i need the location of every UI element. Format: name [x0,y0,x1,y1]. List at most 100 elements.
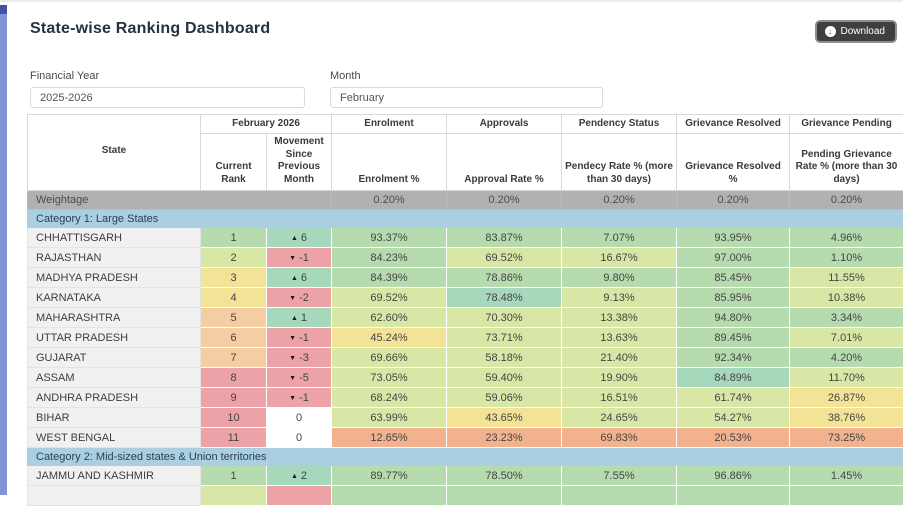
rank-cell: 6 [201,328,267,348]
up-arrow-icon: ▲ [291,315,298,322]
metric-cell: 9.80% [562,268,677,288]
movement-cell: ▼-1 [267,388,332,408]
metric-cell: 7.01% [790,328,903,348]
rank-cell: 9 [201,388,267,408]
down-arrow-icon: ▼ [289,295,296,302]
rank-cell: 8 [201,368,267,388]
download-button[interactable]: ↓ Download [815,20,897,43]
page-header: State-wise Ranking Dashboard ↓ Download [27,2,903,43]
metric-cell: 84.89% [677,368,790,388]
metric-cell: 78.50% [447,466,562,486]
state-name-cell: RAJASTHAN [28,248,201,268]
metric-cell: 4.96% [790,228,903,248]
financial-year-input[interactable] [30,87,305,108]
state-name-cell: WEST BENGAL [28,428,201,448]
filters-bar: Financial Year Month [27,70,903,108]
col-header-movement: Movement Since Previous Month [267,134,332,191]
movement-cell: ▼-3 [267,348,332,368]
rank-cell: 1 [201,466,267,486]
metric-cell: 96.86% [677,466,790,486]
rank-cell: 4 [201,288,267,308]
month-label: Month [330,70,603,82]
metric-cell: 97.00% [677,248,790,268]
weightage-value: 0.20% [447,191,562,210]
state-name-cell: ASSAM [28,368,201,388]
movement-cell [267,486,332,506]
col-header-pending-grievance-rate: Pending Grievance Rate % (more than 30 d… [790,134,903,191]
group-header-month: February 2026 [201,115,332,134]
metric-cell: 54.27% [677,408,790,428]
metric-cell: 13.38% [562,308,677,328]
movement-cell: ▲6 [267,228,332,248]
weightage-value: 0.20% [790,191,903,210]
metric-cell: 16.67% [562,248,677,268]
metric-cell: 58.18% [447,348,562,368]
metric-cell: 4.20% [790,348,903,368]
metric-cell: 19.90% [562,368,677,388]
ranking-table: State February 2026 Enrolment Approvals … [27,114,903,506]
page-title: State-wise Ranking Dashboard [30,20,270,38]
state-name-cell: ANDHRA PRADESH [28,388,201,408]
movement-cell: ▲2 [267,466,332,486]
metric-cell: 78.48% [447,288,562,308]
metric-cell: 59.06% [447,388,562,408]
state-name-cell: MAHARASHTRA [28,308,201,328]
metric-cell: 84.39% [332,268,447,288]
col-header-state: State [28,115,201,191]
month-input[interactable] [330,87,603,108]
state-row-partial [28,486,903,506]
movement-cell: ▼-1 [267,328,332,348]
movement-cell: ▲1 [267,308,332,328]
category-label: Category 2: Mid-sized states & Union ter… [28,448,903,466]
metric-cell: 84.23% [332,248,447,268]
metric-cell: 69.52% [332,288,447,308]
weightage-label: Weightage [28,191,332,210]
metric-cell: 61.74% [677,388,790,408]
left-scrollbar-thumb[interactable] [0,5,7,14]
rank-cell: 5 [201,308,267,328]
state-name-cell: MADHYA PRADESH [28,268,201,288]
metric-cell: 24.65% [562,408,677,428]
metric-cell: 23.23% [447,428,562,448]
rank-cell: 7 [201,348,267,368]
metric-cell: 93.37% [332,228,447,248]
metric-cell: 69.83% [562,428,677,448]
metric-cell [562,486,677,506]
metric-cell: 62.60% [332,308,447,328]
metric-cell: 83.87% [447,228,562,248]
metric-cell: 7.07% [562,228,677,248]
group-header-approvals: Approvals [447,115,562,134]
rank-cell: 2 [201,248,267,268]
down-arrow-icon: ▼ [289,395,296,402]
metric-cell: 9.13% [562,288,677,308]
group-header-enrolment: Enrolment [332,115,447,134]
metric-cell [332,486,447,506]
metric-cell: 92.34% [677,348,790,368]
left-scrollbar[interactable] [0,5,7,495]
metric-cell: 20.53% [677,428,790,448]
metric-cell: 21.40% [562,348,677,368]
up-arrow-icon: ▲ [291,473,298,480]
metric-cell: 68.24% [332,388,447,408]
metric-cell: 85.95% [677,288,790,308]
state-name-cell: UTTAR PRADESH [28,328,201,348]
metric-cell: 16.51% [562,388,677,408]
metric-cell: 38.76% [790,408,903,428]
down-arrow-icon: ▼ [289,375,296,382]
movement-cell: ▲6 [267,268,332,288]
metric-cell: 69.66% [332,348,447,368]
financial-year-filter: Financial Year [30,70,305,108]
metric-cell: 45.24% [332,328,447,348]
metric-cell: 59.40% [447,368,562,388]
rank-cell [201,486,267,506]
metric-cell: 12.65% [332,428,447,448]
metric-cell [447,486,562,506]
group-header-row: State February 2026 Enrolment Approvals … [28,115,903,134]
